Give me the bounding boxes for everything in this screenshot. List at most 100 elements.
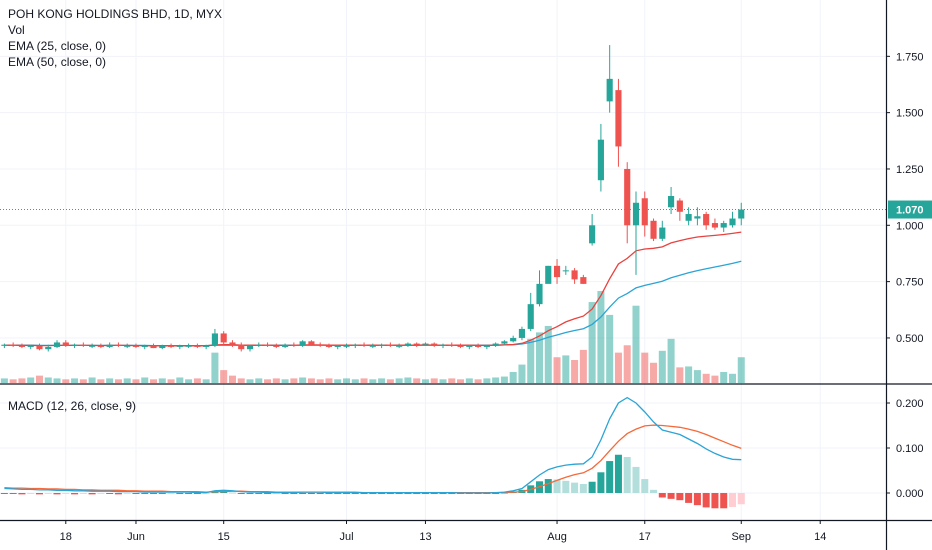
candle-body (343, 345, 350, 347)
macd-histogram-bar (88, 493, 96, 495)
volume-bar (123, 378, 131, 383)
candle-body (238, 344, 245, 350)
macd-tick-label: 0.200 (896, 398, 924, 410)
macd-histogram-bar (650, 489, 658, 493)
candle-body (71, 344, 78, 346)
chart-title: POH KONG HOLDINGS BHD, 1D, MYX (8, 7, 223, 21)
macd-line (4, 396, 742, 494)
candle-body (352, 344, 359, 346)
macd-histogram-bar (44, 493, 52, 494)
macd-histogram-bar (369, 493, 377, 494)
volume-bar (658, 350, 666, 383)
candle-body (475, 345, 482, 347)
macd-histogram-bar (9, 493, 17, 494)
indicator-legend-ema50: EMA (50, close, 0) (8, 55, 107, 69)
macd-histogram-bar (404, 493, 412, 494)
candle-body (720, 223, 727, 228)
time-tick-label: Sep (731, 531, 751, 543)
macd-histogram-bar (623, 457, 631, 493)
macd-histogram-bar (702, 493, 710, 508)
macd-histogram-bar (325, 493, 333, 494)
candle-body (18, 345, 26, 347)
macd-legend: MACD (12, 26, close, 9) (8, 399, 137, 413)
volume-bar (685, 366, 693, 383)
volume-bar (430, 378, 438, 383)
candle-body (1, 344, 8, 346)
last-price-label-bg (888, 200, 932, 219)
volume-bar (597, 291, 605, 383)
macd-histogram-bar (167, 493, 175, 494)
macd-histogram-bar (141, 493, 149, 494)
macd-histogram-bar (237, 493, 245, 494)
volume-bar (500, 376, 508, 383)
time-tick-label: Aug (547, 531, 567, 543)
volume-bar (167, 379, 175, 383)
candle-body (536, 283, 543, 305)
macd-histogram-bar (342, 493, 351, 494)
time-tick-label: 14 (814, 531, 826, 543)
macd-histogram-bar (334, 493, 342, 494)
volume-bar (641, 352, 649, 383)
volume-bar (614, 352, 622, 383)
price-tick-label: 0.500 (896, 333, 924, 345)
macd-histogram-bar (641, 479, 649, 493)
time-tick-label: 15 (218, 531, 230, 543)
volume-bar (9, 379, 17, 383)
candle-body (255, 344, 262, 346)
macd-histogram-bar (264, 493, 272, 494)
candle-body (27, 345, 34, 347)
volume-bar (351, 379, 359, 383)
volume-bar (141, 377, 149, 383)
macd-histogram-bar (658, 493, 666, 498)
macd-histogram-bar (53, 493, 61, 495)
macd-histogram-bar (114, 493, 122, 495)
volume-bar (272, 378, 280, 383)
candle-body (632, 202, 640, 226)
volume-bar (220, 370, 228, 383)
volume-bar (623, 345, 631, 383)
candle-body (369, 345, 376, 347)
candle-body (553, 265, 561, 278)
volume-bar (193, 378, 201, 383)
candle-body (89, 345, 96, 347)
macd-histogram-bar (614, 454, 622, 493)
macd-histogram-bar (97, 493, 105, 494)
volume-bar (527, 338, 535, 383)
volume-bar (413, 378, 421, 383)
candle-body (264, 344, 271, 346)
price-tick-label: 0.750 (896, 277, 924, 289)
volume-bar (158, 378, 166, 383)
macd-histogram-bar (720, 493, 728, 509)
volume-bar (53, 378, 61, 383)
volume-bar (483, 378, 491, 383)
volume-bar (44, 377, 52, 383)
candle-body (360, 344, 368, 346)
candle-body (290, 344, 297, 346)
candle-body (659, 227, 666, 239)
volume-bar (255, 378, 263, 383)
volume-bar (386, 379, 394, 383)
volume-bar (211, 352, 219, 383)
volume-bar (316, 379, 324, 383)
candle-body (220, 333, 227, 343)
candle-body (668, 196, 675, 208)
macd-histogram-bar (123, 493, 131, 494)
candle-body (641, 198, 648, 226)
volume-bar (264, 379, 272, 383)
candle-body (492, 343, 499, 346)
volume-bar (202, 379, 210, 383)
macd-histogram-bar (553, 479, 561, 493)
candle-body (299, 341, 306, 346)
macd-tick-label: 0.000 (896, 488, 924, 500)
candle-body (518, 328, 526, 338)
price-tick-label: 1.500 (896, 108, 924, 120)
volume-bar (492, 377, 500, 383)
candle-body (431, 343, 438, 346)
volume-bar (360, 378, 368, 383)
volume-bar (474, 379, 482, 383)
volume-bar (290, 378, 298, 383)
volume-bar (632, 305, 640, 383)
candle-body (229, 342, 236, 345)
volume-bar (71, 378, 79, 383)
volume-bar (62, 379, 70, 383)
